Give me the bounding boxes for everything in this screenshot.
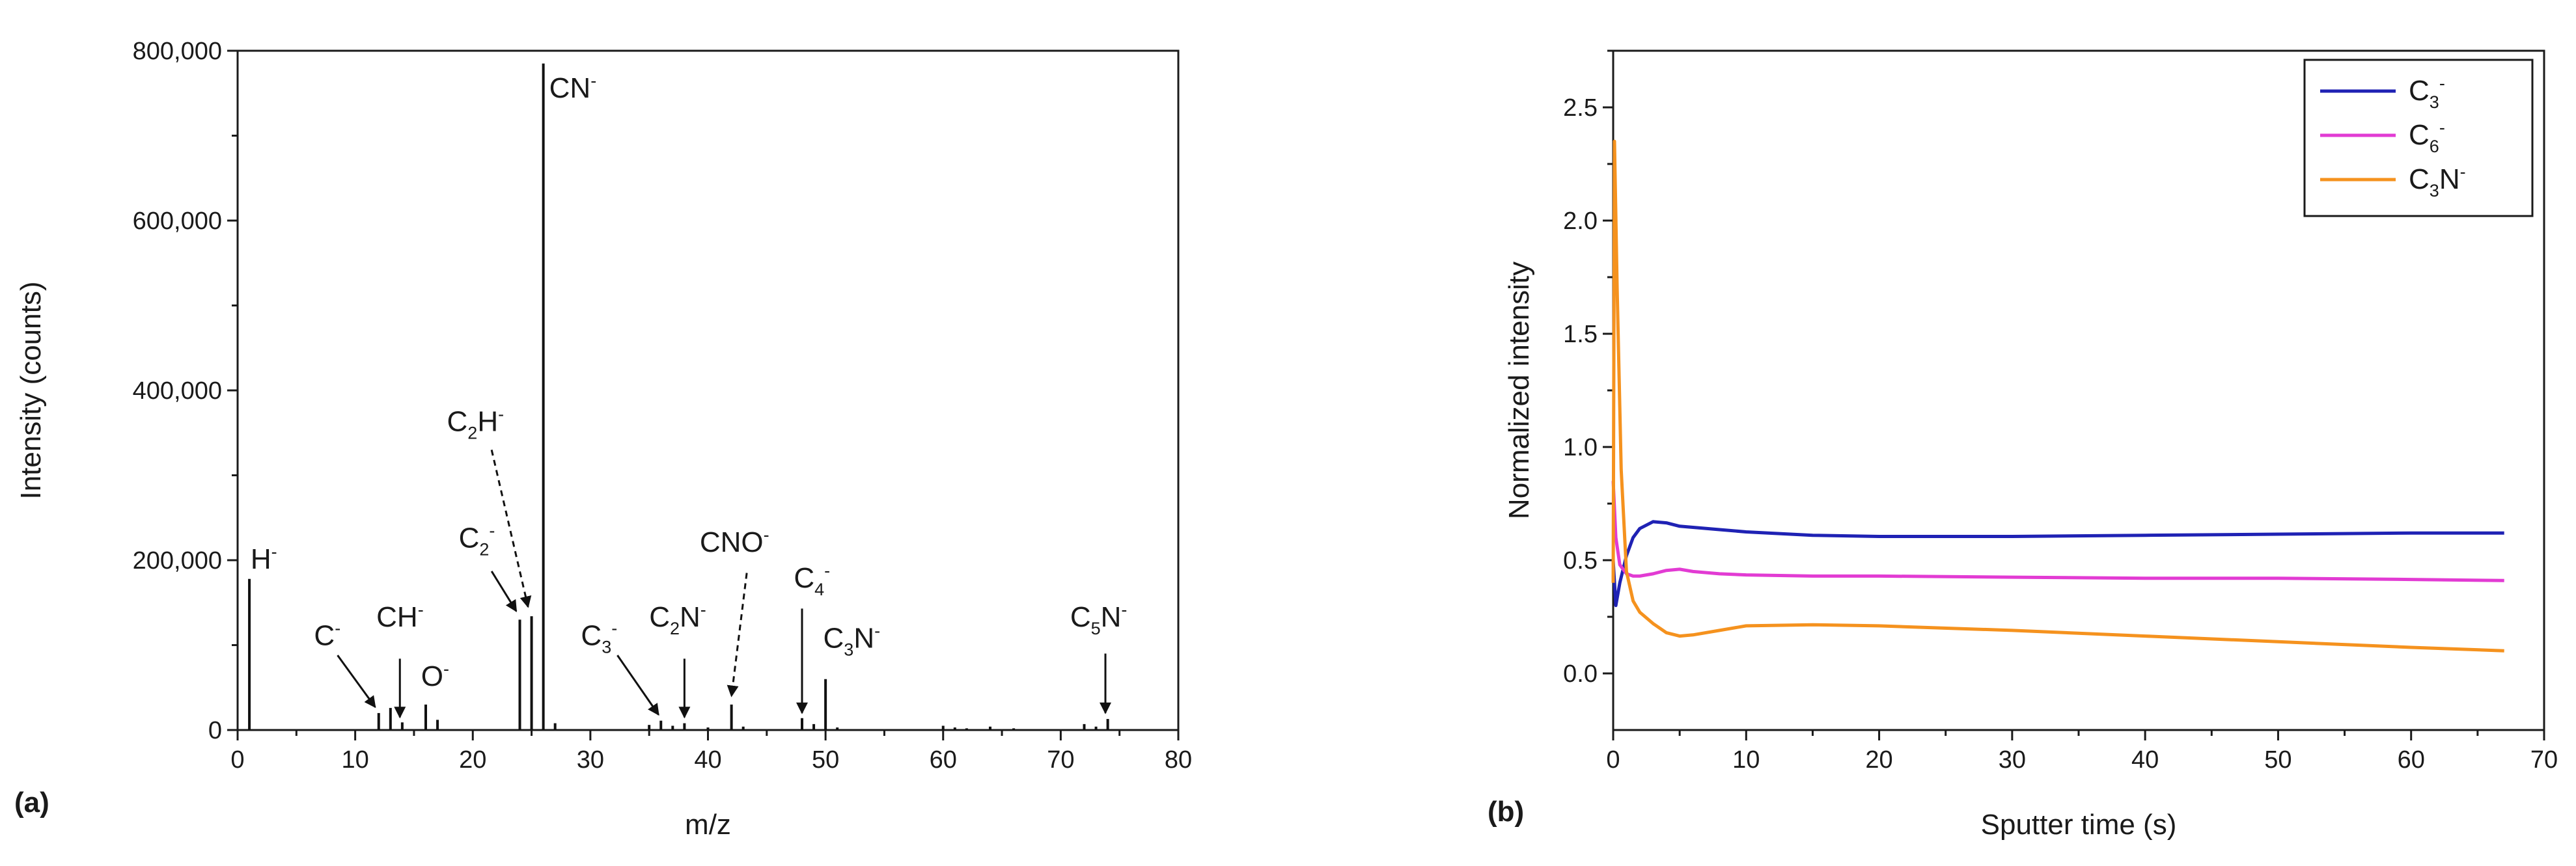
panel-a-peak-label: CN- <box>549 71 597 104</box>
panel-a-peak-label: C2- <box>459 521 495 559</box>
panel-b-legend-entry: C3N- <box>2409 162 2466 200</box>
panel-a-peak-label: C- <box>314 619 340 652</box>
panel-a-peak-arrow <box>490 571 518 612</box>
panel-b-x-tick-label: 50 <box>2264 746 2292 774</box>
panel-b-y-tick-label: 1.0 <box>1563 434 1598 461</box>
panel-a-peak-arrow <box>727 573 748 697</box>
panel-a-peak-label: CH- <box>376 600 424 633</box>
panel-b-x-axis-label: Sputter time (s) <box>1981 809 2177 841</box>
panel-b-x-tick-label: 10 <box>1732 746 1760 774</box>
panel-b-depth-profile: 0 10 20 30 40 50 60 70 0.0 0.5 1.0 1.5 2.0 2.5 C3- C6… <box>1488 49 2558 841</box>
panel-a-x-tick-label: 50 <box>812 746 839 774</box>
panel-b-y-tick-label: 2.0 <box>1563 208 1598 235</box>
panel-b-label: (b) <box>1488 796 1524 828</box>
panel-a-y-tick-label: 800,000 <box>133 38 222 65</box>
panel-a-y-tick-label: 600,000 <box>133 208 222 235</box>
panel-a-peak-label: C4- <box>794 561 830 599</box>
panel-a-x-tick-label: 80 <box>1165 746 1192 774</box>
panel-b-y-tick-label: 2.5 <box>1563 94 1598 122</box>
panel-b-x-tick-label: 40 <box>2131 746 2159 774</box>
panel-a-x-tick-label: 60 <box>930 746 957 774</box>
panel-b-legend: C3- C6- C3N- <box>2303 59 2534 217</box>
panel-a-mass-spectrum: 0 10 20 30 40 50 60 70 80 0 200,000 400,000 600,000… <box>14 38 1192 841</box>
panel-a-peak-label: CNO- <box>700 525 769 558</box>
panel-a-peaks <box>248 63 1109 730</box>
panel-a-x-axis: 0 10 20 30 40 50 60 70 80 <box>230 730 1192 774</box>
panel-a-x-tick-label: 40 <box>694 746 721 774</box>
panel-a-x-tick-label: 10 <box>341 746 368 774</box>
panel-b-y-axis-label: Normalized intensity <box>1503 262 1535 519</box>
panel-b-y-axis: 0.0 0.5 1.0 1.5 2.0 2.5 <box>1563 49 1613 688</box>
panel-a-label: (a) <box>14 787 49 819</box>
panel-b-y-tick-label: 0.5 <box>1563 547 1598 575</box>
panel-b-legend-entry: C3- <box>2409 74 2445 112</box>
panel-a-peak-arrow <box>337 655 376 709</box>
panel-a-y-axis-label: Intensity (counts) <box>15 281 47 499</box>
panel-b-x-tick-label: 60 <box>2398 746 2425 774</box>
panel-a-x-axis-label: m/z <box>685 809 731 841</box>
panel-a-peak-label: H- <box>251 542 277 575</box>
panel-b-series-line <box>1611 520 2504 608</box>
panel-a-annotations: H- C- CH- O- C2- C2H- CN- C3- C2N- CNO- C4- C3N- C5N… <box>251 71 1128 719</box>
panel-a-peak-label: C5N- <box>1070 600 1128 638</box>
panel-a-x-tick-label: 0 <box>230 746 244 774</box>
panel-b-x-axis: 0 10 20 30 40 50 60 70 <box>1606 730 2558 774</box>
panel-a-x-tick-label: 30 <box>577 746 604 774</box>
panel-a-y-tick-label: 200,000 <box>133 547 222 575</box>
panel-b-x-tick-label: 20 <box>1865 746 1892 774</box>
panel-b-series <box>1611 139 2504 653</box>
panel-a-y-tick-label: 400,000 <box>133 377 222 405</box>
panel-b-x-tick-label: 0 <box>1606 746 1620 774</box>
panel-a-x-tick-label: 70 <box>1047 746 1074 774</box>
panel-a-peak-arrow <box>490 450 532 608</box>
panel-a-peak-label: O- <box>421 659 449 692</box>
panel-a-peak-label: C2H- <box>447 405 505 443</box>
panel-b-y-tick-label: 0.0 <box>1563 660 1598 688</box>
panel-a-y-tick-label: 0 <box>208 717 222 744</box>
panel-a-peak-label: C3N- <box>824 621 881 659</box>
panel-b-legend-box <box>2303 59 2534 217</box>
panel-b-legend-entry: C6- <box>2409 118 2445 156</box>
panel-a-peak-arrow <box>616 655 659 716</box>
panel-a-peak-label: C3- <box>581 619 617 657</box>
panel-a-y-axis: 0 200,000 400,000 600,000 800,000 <box>133 38 238 744</box>
panel-b-x-tick-label: 70 <box>2530 746 2558 774</box>
panel-b-series-line <box>1611 139 2504 653</box>
panel-b-x-tick-label: 30 <box>1999 746 2026 774</box>
panel-b-y-tick-label: 1.5 <box>1563 321 1598 348</box>
panel-a-x-tick-label: 20 <box>459 746 486 774</box>
panel-a-peak-label: C2N- <box>649 600 706 638</box>
